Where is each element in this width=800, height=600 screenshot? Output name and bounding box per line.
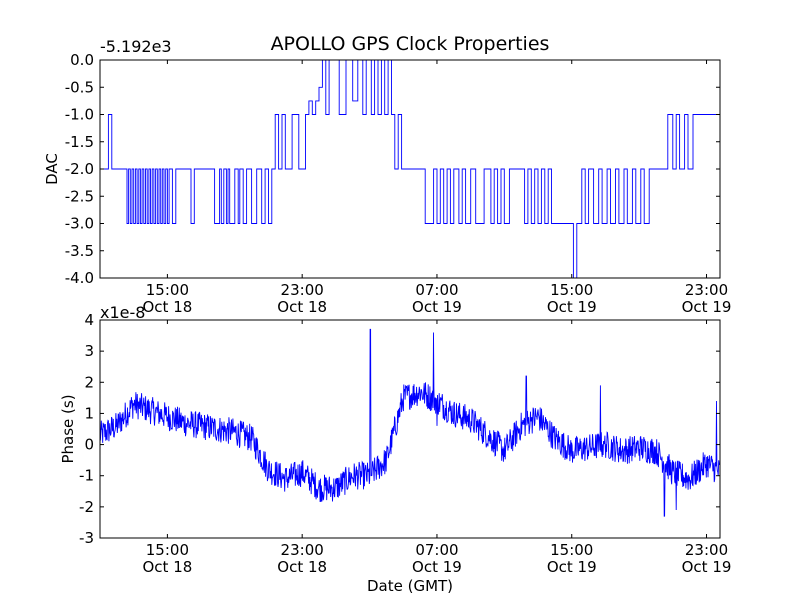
dac-axes: -4.0 -3.5 -3.0 -2.5 -2.0 -1.5 -1.0 -0.5 0.0 15:0… xyxy=(43,37,731,316)
dac-x-tick-label-time: 15:00 xyxy=(550,281,593,299)
phase-y-tick-label: 1 xyxy=(84,404,94,422)
figure-title: APOLLO GPS Clock Properties xyxy=(271,33,550,55)
phase-y-tick-label: 3 xyxy=(84,342,94,360)
dac-x-tick-label-time: 15:00 xyxy=(146,281,189,299)
phase-x-tick-label-time: 23:00 xyxy=(685,541,728,559)
dac-x-tick-label-time: 23:00 xyxy=(281,281,324,299)
dac-y-tick-label: -2.5 xyxy=(65,187,94,205)
phase-offset-text: x1e-8 xyxy=(100,303,145,322)
dac-x-tick-label-time: 07:00 xyxy=(415,281,458,299)
x-axis-label: Date (GMT) xyxy=(367,577,453,595)
phase-y-tick-label: 0 xyxy=(84,436,94,454)
dac-y-tick-label: -3.5 xyxy=(65,242,94,260)
dac-y-tick-label: -4.0 xyxy=(65,269,94,287)
dac-y-tick-label: 0.0 xyxy=(70,51,94,69)
dac-y-tick-label: -2.0 xyxy=(65,160,94,178)
phase-x-tick-label-time: 23:00 xyxy=(281,541,324,559)
dac-y-tick-label: -1.0 xyxy=(65,106,94,124)
phase-x-tick-label-time: 15:00 xyxy=(146,541,189,559)
phase-x-tick-label-date: Oct 19 xyxy=(412,558,462,576)
phase-series-group xyxy=(100,328,720,517)
dac-x-tick-label-date: Oct 19 xyxy=(547,298,597,316)
dac-y-ticks: -4.0 -3.5 -3.0 -2.5 -2.0 -1.5 -1.0 -0.5 0.0 xyxy=(65,51,720,287)
phase-series-line xyxy=(100,328,720,517)
phase-x-tick-label-time: 15:00 xyxy=(550,541,593,559)
dac-offset-text: -5.192e3 xyxy=(100,37,172,56)
phase-y-tick-label: -1 xyxy=(79,467,94,485)
phase-y-axis-label: Phase (s) xyxy=(59,394,77,463)
phase-plot-frame xyxy=(99,319,721,539)
phase-x-tick-label-date: Oct 18 xyxy=(277,558,327,576)
phase-y-tick-label: 4 xyxy=(84,311,94,329)
dac-x-tick-label-date: Oct 18 xyxy=(277,298,327,316)
phase-y-tick-label: -3 xyxy=(79,529,94,547)
dac-x-tick-label-date: Oct 19 xyxy=(682,298,732,316)
phase-y-ticks: -3 -2 -1 0 1 2 3 4 xyxy=(79,311,720,547)
dac-x-tick-label-date: Oct 18 xyxy=(142,298,192,316)
dac-y-tick-label: -1.5 xyxy=(65,133,94,151)
dac-x-tick-label-time: 23:00 xyxy=(685,281,728,299)
phase-y-tick-label: 2 xyxy=(84,373,94,391)
phase-x-tick-label-date: Oct 19 xyxy=(682,558,732,576)
dac-y-axis-label: DAC xyxy=(43,153,61,185)
dac-x-tick-label-date: Oct 19 xyxy=(412,298,462,316)
dac-y-tick-label: -3.0 xyxy=(65,215,94,233)
phase-x-tick-label-time: 07:00 xyxy=(415,541,458,559)
phase-x-tick-label-date: Oct 19 xyxy=(547,558,597,576)
phase-x-tick-label-date: Oct 18 xyxy=(142,558,192,576)
dac-y-tick-label: -0.5 xyxy=(65,78,94,96)
phase-y-tick-label: -2 xyxy=(79,498,94,516)
